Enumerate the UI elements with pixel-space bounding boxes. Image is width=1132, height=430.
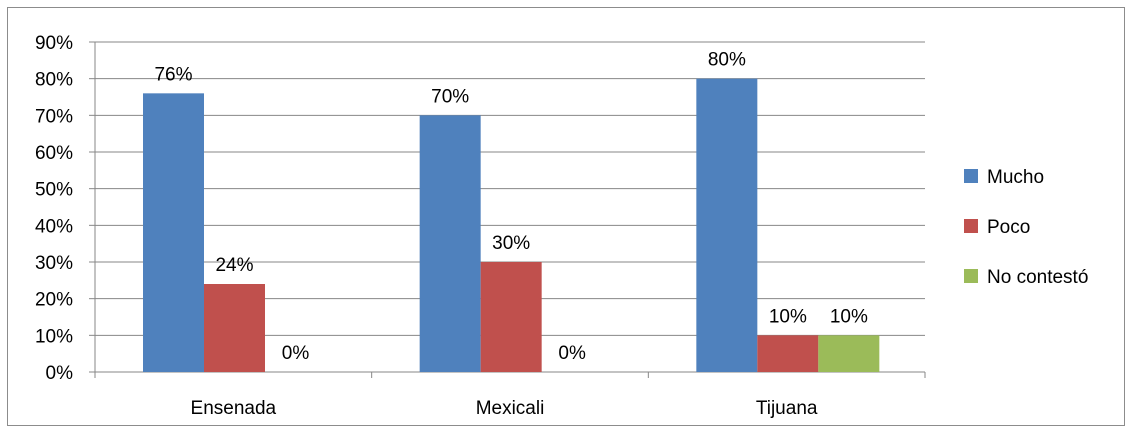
data-label: 0%: [558, 343, 586, 364]
legend-swatch: [964, 219, 978, 233]
bar-poco: [757, 335, 819, 372]
bar-poco: [204, 284, 265, 372]
x-tick-label: Ensenada: [191, 398, 277, 419]
y-tick-label: 60%: [35, 143, 73, 164]
y-tick-label: 20%: [35, 290, 73, 311]
data-label: 24%: [215, 255, 253, 276]
y-tick-label: 10%: [35, 326, 73, 347]
data-label: 70%: [431, 86, 469, 107]
x-tick-label: Mexicali: [476, 398, 545, 419]
y-tick-label: 40%: [35, 216, 73, 237]
legend-swatch: [964, 269, 978, 283]
y-tick-label: 30%: [35, 253, 73, 274]
x-tick-label: Tijuana: [756, 398, 818, 419]
data-label: 30%: [492, 233, 530, 254]
bar-mucho: [419, 115, 481, 372]
bar-no-contest-: [818, 335, 880, 372]
data-label: 80%: [708, 50, 746, 71]
legend-label: Poco: [987, 217, 1030, 238]
data-label: 76%: [154, 64, 192, 85]
legend-label: No contestó: [987, 267, 1088, 288]
y-tick-label: 70%: [35, 106, 73, 127]
data-label: 10%: [830, 306, 868, 327]
y-tick-label: 80%: [35, 70, 73, 91]
data-label: 10%: [769, 306, 807, 327]
legend-label: Mucho: [987, 167, 1044, 188]
y-tick-label: 50%: [35, 180, 73, 201]
y-tick-label: 90%: [35, 33, 73, 54]
bar-mucho: [696, 78, 758, 373]
y-tick-label: 0%: [46, 363, 74, 384]
legend-swatch: [964, 169, 978, 183]
bar-poco: [480, 262, 542, 372]
bar-mucho: [143, 93, 204, 372]
data-label: 0%: [282, 343, 310, 364]
